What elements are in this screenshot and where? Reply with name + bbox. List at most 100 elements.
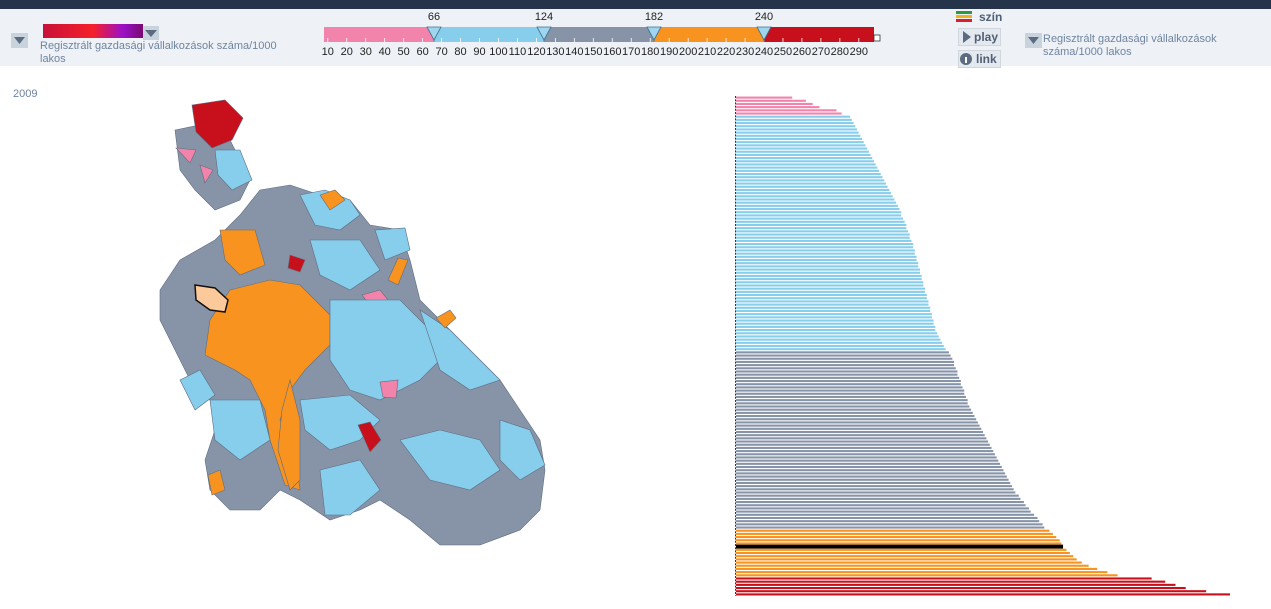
bar[interactable] [736, 309, 931, 313]
link-button[interactable]: link [958, 50, 1001, 68]
bar[interactable] [736, 163, 876, 166]
color-button[interactable]: szín [976, 10, 1003, 26]
bar[interactable] [736, 450, 994, 453]
bar[interactable] [736, 475, 1007, 478]
bar[interactable] [736, 147, 868, 150]
bar[interactable] [736, 204, 898, 207]
bar[interactable] [736, 399, 968, 402]
bar[interactable] [736, 150, 869, 153]
bar[interactable] [736, 287, 926, 290]
bar[interactable] [736, 255, 917, 258]
selected-bar[interactable] [736, 544, 1064, 549]
play-button[interactable]: play [958, 28, 1001, 46]
threshold-handle[interactable] [646, 26, 662, 41]
bar[interactable] [736, 526, 1045, 529]
bar[interactable] [736, 497, 1021, 500]
bar[interactable] [736, 577, 1152, 580]
bar[interactable] [736, 370, 958, 373]
bar[interactable] [736, 249, 915, 252]
bar[interactable] [736, 453, 995, 456]
bar[interactable] [736, 214, 902, 217]
bar[interactable] [736, 141, 864, 144]
bar[interactable] [736, 252, 915, 255]
bar[interactable] [736, 574, 1118, 577]
bar[interactable] [736, 131, 859, 134]
bar[interactable] [736, 243, 914, 246]
bar[interactable] [736, 488, 1014, 491]
bar[interactable] [736, 335, 939, 338]
bar[interactable] [736, 246, 914, 249]
bar[interactable] [736, 157, 873, 160]
bar[interactable] [736, 128, 857, 131]
bar[interactable] [736, 329, 936, 332]
bar[interactable] [736, 188, 890, 191]
bar[interactable] [736, 262, 919, 265]
threshold-handle[interactable] [426, 26, 442, 41]
bar[interactable] [736, 106, 820, 109]
bar[interactable] [736, 172, 881, 176]
bar[interactable] [736, 386, 963, 389]
bar[interactable] [736, 258, 917, 262]
bar[interactable] [736, 567, 1098, 570]
bar[interactable] [736, 523, 1043, 526]
bar[interactable] [736, 166, 878, 169]
bar[interactable] [736, 357, 953, 360]
bar[interactable] [736, 395, 966, 399]
bar[interactable] [736, 513, 1035, 516]
bar[interactable] [736, 118, 852, 121]
bar[interactable] [736, 427, 982, 430]
bar[interactable] [736, 510, 1031, 513]
bar[interactable] [736, 268, 920, 271]
bar[interactable] [736, 459, 999, 462]
bar[interactable] [736, 491, 1016, 494]
bar[interactable] [736, 364, 955, 367]
bar[interactable] [736, 182, 886, 185]
bar[interactable] [736, 351, 949, 354]
bar[interactable] [736, 134, 861, 137]
bar[interactable] [736, 344, 944, 348]
bar[interactable] [736, 99, 806, 102]
bar[interactable] [736, 115, 851, 118]
bar[interactable] [736, 424, 980, 427]
threshold-handle[interactable] [756, 26, 772, 41]
bar[interactable] [736, 265, 919, 268]
bar[interactable] [736, 456, 997, 459]
bar[interactable] [736, 153, 871, 156]
bar[interactable] [736, 360, 955, 363]
bar[interactable] [736, 332, 938, 335]
bar[interactable] [736, 405, 970, 408]
bar[interactable] [736, 144, 866, 147]
bar[interactable] [736, 185, 888, 188]
bar[interactable] [736, 230, 909, 233]
bar[interactable] [736, 389, 965, 392]
bar[interactable] [736, 590, 1207, 593]
bar[interactable] [736, 278, 922, 281]
bar[interactable] [736, 239, 912, 242]
bar[interactable] [736, 465, 1002, 469]
bar[interactable] [736, 411, 973, 414]
bar[interactable] [736, 440, 989, 443]
bar[interactable] [736, 481, 1011, 484]
bar[interactable] [736, 529, 1050, 532]
bar[interactable] [736, 472, 1006, 475]
bar[interactable] [736, 558, 1077, 561]
bar[interactable] [736, 179, 885, 182]
bar[interactable] [736, 297, 927, 300]
bar[interactable] [736, 300, 929, 303]
bar[interactable] [736, 462, 1001, 465]
bar[interactable] [736, 392, 965, 395]
bar[interactable] [736, 198, 895, 201]
bar[interactable] [736, 290, 926, 293]
bar[interactable] [736, 402, 968, 405]
bar[interactable] [736, 539, 1060, 542]
bar[interactable] [736, 284, 924, 287]
bar[interactable] [736, 415, 975, 418]
bar[interactable] [736, 338, 941, 341]
bar[interactable] [736, 561, 1082, 564]
bar[interactable] [736, 137, 863, 141]
bar[interactable] [736, 485, 1012, 488]
bar[interactable] [736, 354, 951, 357]
bar[interactable] [736, 208, 900, 211]
bar[interactable] [736, 571, 1108, 574]
bar[interactable] [736, 303, 929, 306]
